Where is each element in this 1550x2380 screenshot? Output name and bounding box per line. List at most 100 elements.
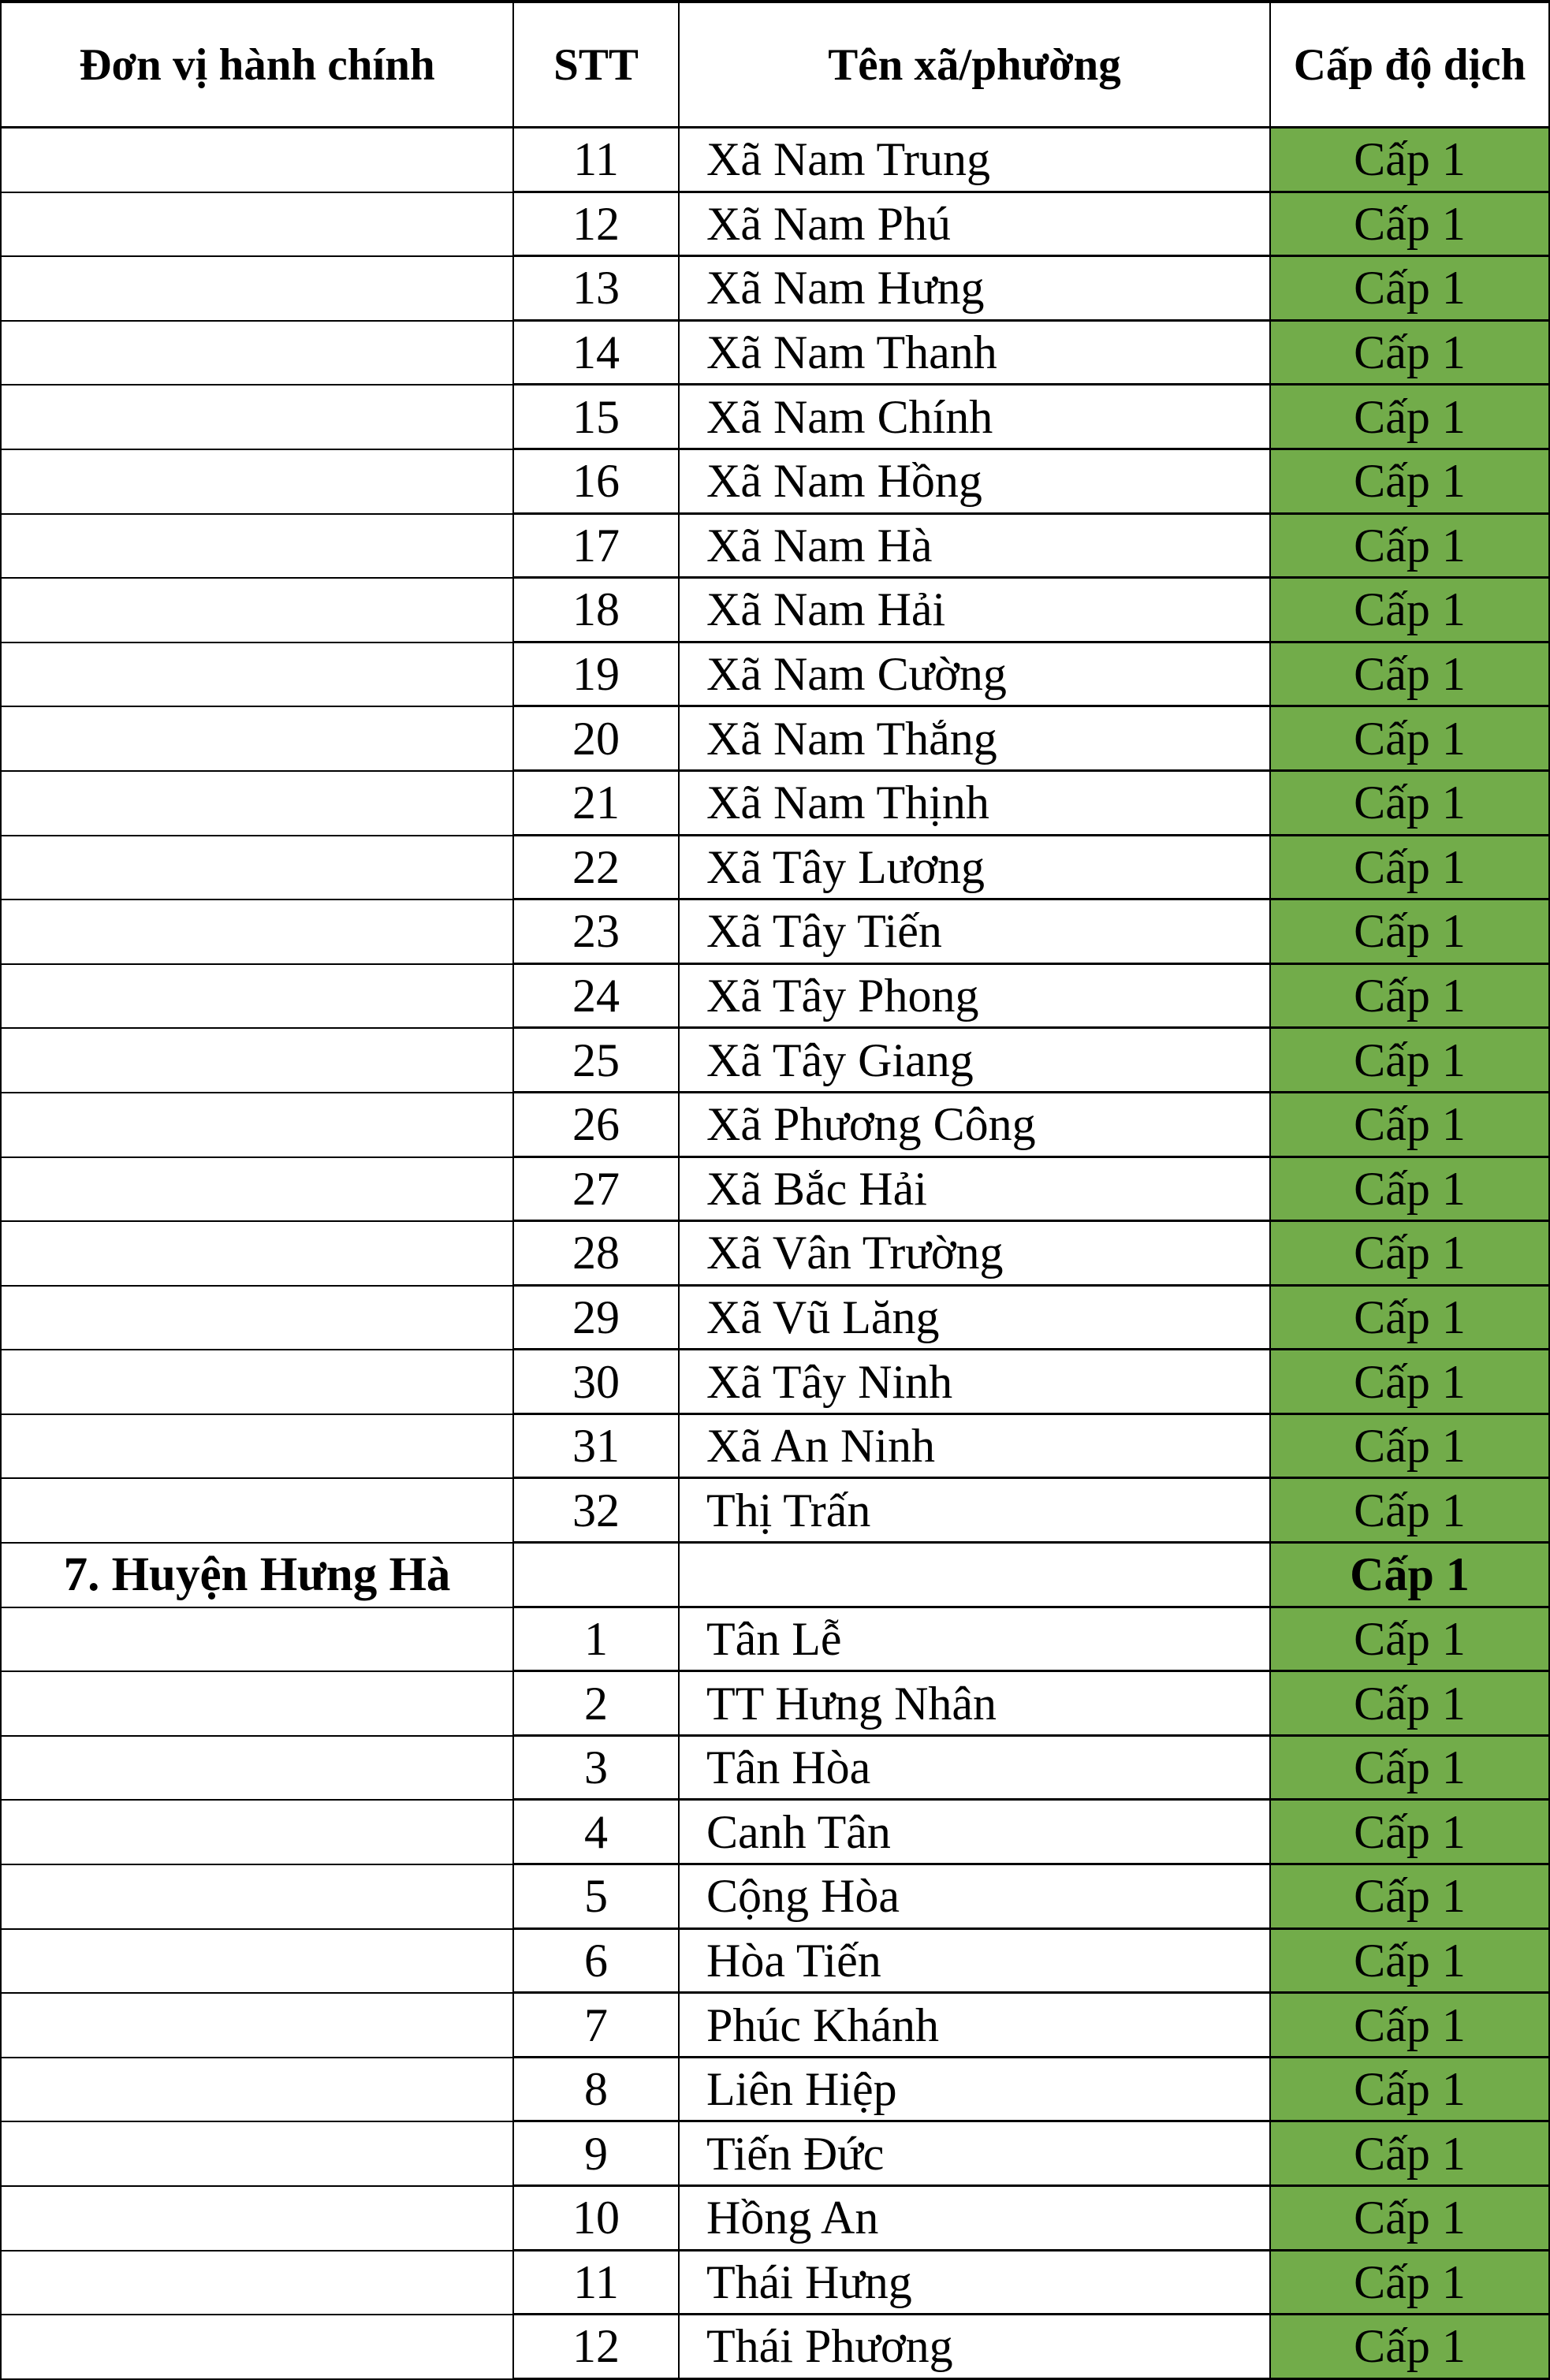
epidemic-level-cell: Cấp 1 [1269,514,1550,579]
table-row: 9 Tiến Đức Cấp 1 [0,2122,1550,2187]
epidemic-level-cell: Cấp 1 [1269,1286,1550,1351]
table-row: 11 Thái Hưng Cấp 1 [0,2251,1550,2316]
admin-unit-cell [0,964,514,1030]
stt-cell: 14 [514,321,680,386]
admin-unit-cell: 7. Huyện Hưng Hà [0,1544,514,1608]
table-row: 32 Thị Trấn Cấp 1 [0,1479,1550,1544]
epidemic-level-cell: Cấp 1 [1269,1157,1550,1223]
table-row: 12 Xã Nam Phú Cấp 1 [0,192,1550,258]
commune-name-cell: Xã Nam Thắng [680,707,1271,772]
commune-name-cell: Xã Bắc Hải [680,1157,1271,1223]
epidemic-level-cell: Cấp 1 [1269,1029,1550,1093]
epidemic-level-cell: Cấp 1 [1269,1865,1550,1930]
stt-cell: 9 [514,2122,680,2187]
admin-unit-cell [0,514,514,579]
admin-unit-cell [0,449,514,515]
stt-cell: 19 [514,642,680,708]
stt-cell: 23 [514,900,680,965]
epidemic-level-cell: Cấp 1 [1269,1736,1550,1801]
stt-cell: 12 [514,2315,680,2380]
table-row: 6 Hòa Tiến Cấp 1 [0,1929,1550,1995]
epidemic-level-cell: Cấp 1 [1269,321,1550,386]
commune-name-cell: Phúc Khánh [680,1994,1271,2058]
epidemic-level-cell: Cấp 1 [1269,2251,1550,2316]
admin-unit-cell [0,771,514,836]
table-row: 14 Xã Nam Thanh Cấp 1 [0,321,1550,386]
stt-cell: 8 [514,2058,680,2123]
stt-cell: 22 [514,836,680,901]
stt-cell: 5 [514,1865,680,1930]
admin-unit-cell [0,2251,514,2316]
epidemic-level-cell: Cấp 1 [1269,1801,1550,1866]
epidemic-level-cell: Cấp 1 [1269,192,1550,258]
stt-cell: 24 [514,964,680,1030]
stt-cell: 30 [514,1350,680,1415]
commune-name-cell: Xã Nam Phú [680,192,1271,258]
stt-cell: 32 [514,1479,680,1544]
stt-cell: 17 [514,514,680,579]
commune-name-cell: Xã Vân Trường [680,1222,1271,1287]
stt-cell: 12 [514,192,680,258]
epidemic-level-cell: Cấp 1 [1269,1479,1550,1544]
admin-unit-cell [0,321,514,386]
commune-name-cell: Xã Tây Tiến [680,900,1271,965]
commune-name-cell: Xã Tây Lương [680,836,1271,901]
stt-cell: 2 [514,1672,680,1737]
admin-unit-cell [0,1157,514,1223]
admin-unit-cell [0,192,514,258]
epidemic-level-cell: Cấp 1 [1269,2058,1550,2123]
commune-name-cell: Xã Nam Thịnh [680,771,1271,836]
table-row: 10 Hồng An Cấp 1 [0,2187,1550,2252]
epidemic-level-cell: Cấp 1 [1269,1994,1550,2058]
epidemic-level-cell: Cấp 1 [1269,2187,1550,2252]
commune-name-cell: Xã Tây Giang [680,1029,1271,1093]
commune-name-cell: Xã Nam Thanh [680,321,1271,386]
epidemic-level-cell: Cấp 1 [1269,1222,1550,1287]
epidemic-level-cell: Cấp 1 [1269,964,1550,1030]
table-row: 21 Xã Nam Thịnh Cấp 1 [0,771,1550,836]
admin-unit-cell [0,128,514,193]
epidemic-level-cell: Cấp 1 [1269,707,1550,772]
commune-name-cell: Tân Lễ [680,1607,1271,1673]
table-row: 30 Xã Tây Ninh Cấp 1 [0,1350,1550,1415]
table-row: 18 Xã Nam Hải Cấp 1 [0,579,1550,643]
admin-unit-cell [0,579,514,643]
commune-name-cell: Tiến Đức [680,2122,1271,2187]
epidemic-level-cell: Cấp 1 [1269,642,1550,708]
table-row: 19 Xã Nam Cường Cấp 1 [0,642,1550,708]
header-epidemic-level: Cấp độ dịch [1271,3,1550,128]
admin-unit-cell [0,1414,514,1480]
admin-unit-cell [0,1801,514,1866]
commune-name-cell: Xã An Ninh [680,1414,1271,1480]
stt-cell: 11 [514,128,680,193]
admin-unit-cell [0,707,514,772]
commune-name-cell: Xã Nam Hồng [680,449,1271,515]
admin-unit-cell [0,1736,514,1801]
epidemic-level-cell: Cấp 1 [1269,1414,1550,1480]
stt-cell: 18 [514,579,680,643]
epidemic-level-cell: Cấp 1 [1269,385,1550,450]
stt-cell: 31 [514,1414,680,1480]
stt-cell: 21 [514,771,680,836]
commune-name-cell: Cộng Hòa [680,1865,1271,1930]
table-row: 5 Cộng Hòa Cấp 1 [0,1865,1550,1930]
admin-unit-cell [0,385,514,450]
admin-unit-cell [0,2058,514,2123]
stt-cell: 3 [514,1736,680,1801]
stt-cell: 28 [514,1222,680,1287]
stt-cell: 16 [514,449,680,515]
table-row: 23 Xã Tây Tiến Cấp 1 [0,900,1550,965]
epidemic-level-cell: Cấp 1 [1269,579,1550,643]
commune-name-cell: Xã Nam Trung [680,128,1271,193]
admin-unit-cell [0,1479,514,1544]
table-row: 3 Tân Hòa Cấp 1 [0,1736,1550,1801]
table-row: 24 Xã Tây Phong Cấp 1 [0,964,1550,1030]
table-row: 7 Phúc Khánh Cấp 1 [0,1994,1550,2058]
admin-unit-cell [0,900,514,965]
commune-name-cell: TT Hưng Nhân [680,1672,1271,1737]
admin-unit-cell [0,642,514,708]
admin-unit-cell [0,2187,514,2252]
stt-cell: 27 [514,1157,680,1223]
table-row: 26 Xã Phương Công Cấp 1 [0,1093,1550,1158]
